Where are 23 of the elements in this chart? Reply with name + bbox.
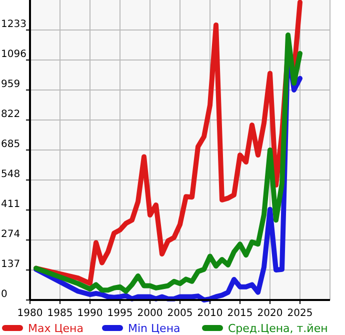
y-tick-label: 548	[1, 169, 20, 180]
x-tick-label: 1980	[17, 308, 43, 319]
y-tick-label: 822	[1, 109, 20, 120]
x-tick-label: 2020	[257, 308, 283, 319]
y-tick-label: 137	[1, 259, 20, 270]
x-tick-label: 2010	[197, 308, 223, 319]
legend-label: Сред.Цена, т.йен	[228, 322, 328, 335]
y-tick-label: 1233	[1, 19, 26, 30]
x-tick-label: 2005	[167, 308, 193, 319]
y-tick-label: 959	[1, 79, 20, 90]
x-tick-label: 2015	[227, 308, 253, 319]
x-tick-label: 1985	[47, 308, 73, 319]
y-tick-label: 0	[1, 289, 8, 300]
x-tick-label: 1995	[107, 308, 133, 319]
legend-label: Max Цена	[28, 322, 84, 335]
y-tick-label: 274	[1, 229, 20, 240]
y-tick-label: 685	[1, 139, 20, 150]
x-tick-label: 1990	[77, 308, 103, 319]
y-tick-label: 411	[1, 199, 20, 210]
y-tick-label: 1096	[1, 49, 26, 60]
x-tick-label: 2025	[287, 308, 313, 319]
legend-label: Min Цена	[128, 322, 180, 335]
x-tick-label: 2000	[137, 308, 163, 319]
